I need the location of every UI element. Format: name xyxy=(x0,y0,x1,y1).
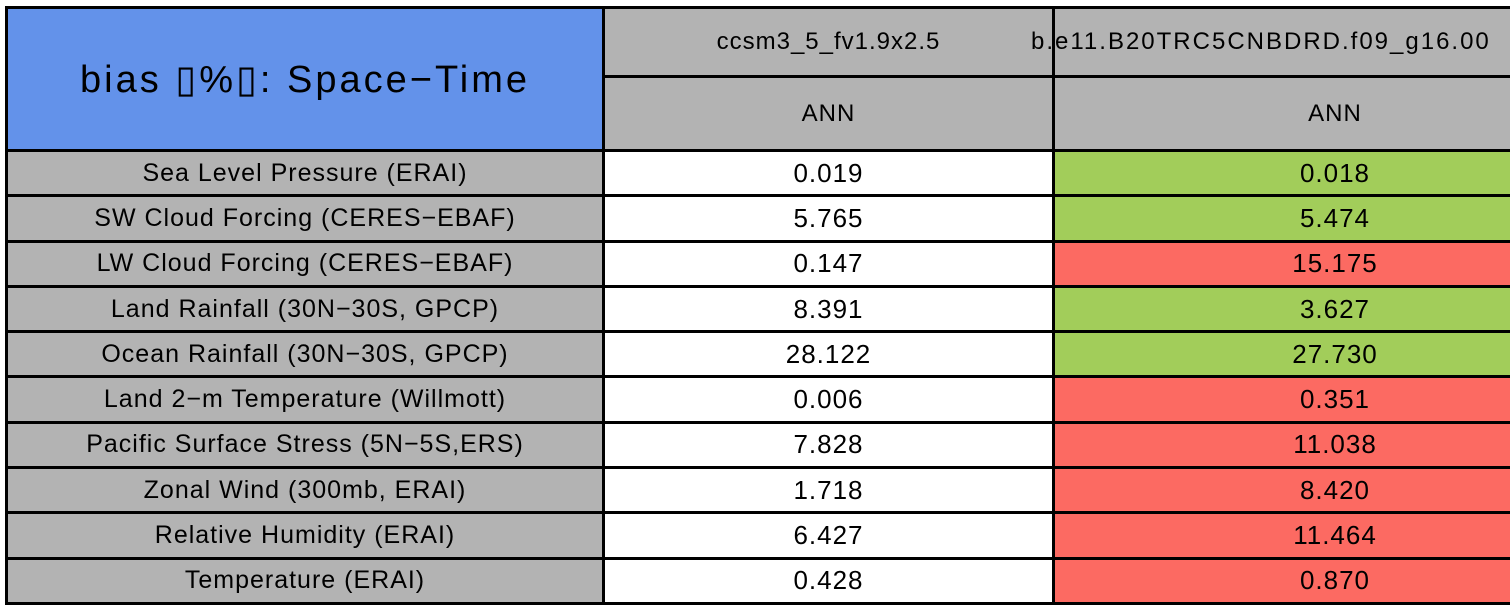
value-model1: 0.006 xyxy=(605,378,1052,421)
column-header-model-2: b.e11.B20TRC5CNBDRD.f09_g16.00 xyxy=(1031,9,1510,75)
value-model2: 5.474 xyxy=(1055,197,1510,240)
row-label: Ocean Rainfall (30N−30S, GPCP) xyxy=(8,333,602,376)
column-header-model-1: ccsm3_5_fv1.9x2.5 xyxy=(605,9,1052,75)
row-label: Zonal Wind (300mb, ERAI) xyxy=(8,469,602,512)
row-label: Relative Humidity (ERAI) xyxy=(8,514,602,557)
table-title-cell: bias ▯%▯: Space−Time xyxy=(8,9,602,149)
value-model2: 11.464 xyxy=(1055,514,1510,557)
row-label: SW Cloud Forcing (CERES−EBAF) xyxy=(8,197,602,240)
row-label: Land Rainfall (30N−30S, GPCP) xyxy=(8,287,602,331)
value-model2: 11.038 xyxy=(1055,423,1510,467)
season-header-1: ANN xyxy=(605,78,1052,149)
value-model2: 15.175 xyxy=(1055,242,1510,285)
column-header-model-2-text: b.e11.B20TRC5CNBDRD.f09_g16.00 xyxy=(1031,28,1491,55)
value-model1: 0.147 xyxy=(605,242,1052,285)
bias-metrics-table: bias ▯%▯: Space−Time ccsm3_5_fv1.9x2.5 b… xyxy=(5,6,1510,605)
value-model1: 28.122 xyxy=(605,333,1052,376)
value-model1: 5.765 xyxy=(605,197,1052,240)
value-model1: 7.828 xyxy=(605,423,1052,467)
value-model1: 1.718 xyxy=(605,469,1052,512)
row-label: LW Cloud Forcing (CERES−EBAF) xyxy=(8,242,602,285)
value-model2: 0.870 xyxy=(1055,559,1510,602)
value-model2: 3.627 xyxy=(1055,287,1510,331)
value-model2: 8.420 xyxy=(1055,469,1510,512)
value-model1: 0.428 xyxy=(605,559,1052,602)
value-model1: 8.391 xyxy=(605,287,1052,331)
value-model2: 27.730 xyxy=(1055,333,1510,376)
row-label: Pacific Surface Stress (5N−5S,ERS) xyxy=(8,423,602,467)
row-label: Land 2−m Temperature (Willmott) xyxy=(8,378,602,421)
row-label: Temperature (ERAI) xyxy=(8,559,602,602)
value-model2: 0.351 xyxy=(1055,378,1510,421)
value-model1: 6.427 xyxy=(605,514,1052,557)
row-label: Sea Level Pressure (ERAI) xyxy=(8,152,602,195)
value-model1: 0.019 xyxy=(605,152,1052,195)
season-header-2: ANN xyxy=(1055,78,1510,149)
value-model2: 0.018 xyxy=(1055,152,1510,195)
